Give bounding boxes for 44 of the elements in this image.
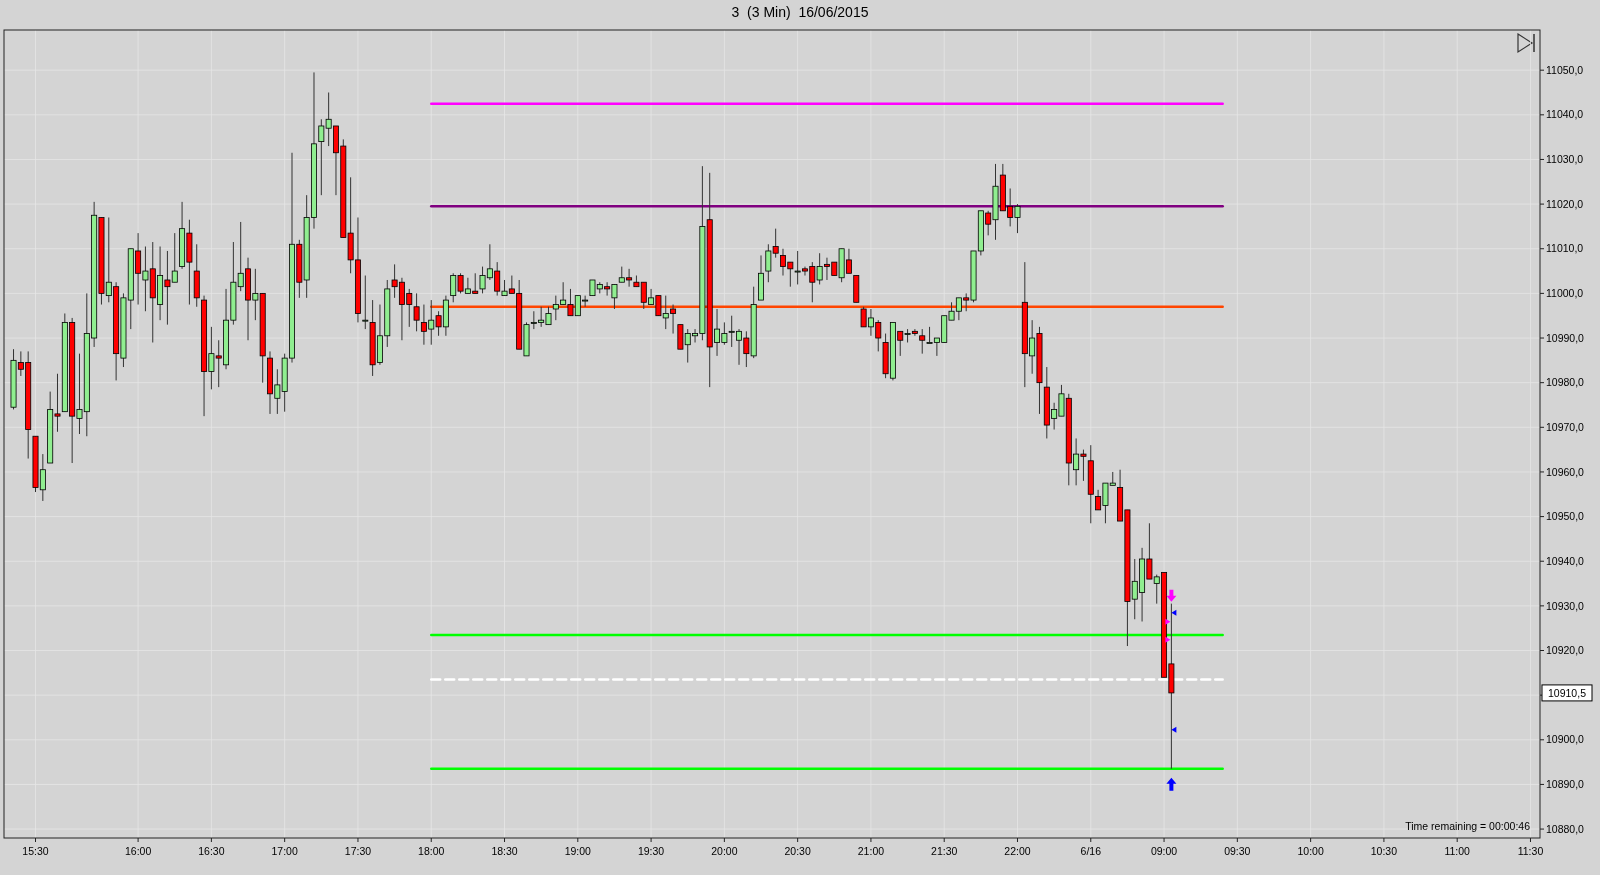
- y-tick-label: 10900,0: [1546, 733, 1585, 746]
- x-tick-label: 11:00: [1444, 845, 1471, 857]
- y-tick-label: 10980,0: [1546, 376, 1585, 389]
- y-tick-label: 10930,0: [1546, 599, 1585, 612]
- x-tick-label: 21:30: [931, 845, 958, 857]
- y-tick-label: 10970,0: [1546, 420, 1585, 433]
- candlestick: [919, 328, 926, 355]
- y-tick-label: 10960,0: [1546, 465, 1585, 478]
- x-tick-label: 19:00: [564, 845, 592, 857]
- text: 10910,5: [1548, 686, 1587, 699]
- y-tick-label: 10880,0: [1546, 822, 1585, 835]
- y-tick-label: 10950,0: [1546, 510, 1585, 523]
- x-tick-label: 18:30: [491, 845, 518, 857]
- x-tick-label: 20:00: [711, 845, 738, 857]
- y-tick-label: 10990,0: [1546, 331, 1585, 344]
- y-tick-label: 11020,0: [1546, 197, 1584, 210]
- y-tick-label: 11000,0: [1546, 287, 1584, 300]
- chart-title: 3 (3 Min) 16/06/2015: [731, 4, 869, 20]
- x-tick-label: 22:00: [1004, 845, 1031, 857]
- y-tick-label: 11050,0: [1546, 63, 1584, 76]
- x-tick-label: 15:30: [22, 845, 49, 857]
- x-tick-label: 19:30: [637, 845, 665, 857]
- x-tick-label: 09:00: [1150, 845, 1178, 857]
- y-tick-label: 11040,0: [1546, 108, 1584, 121]
- x-tick-label: 16:30: [198, 845, 225, 857]
- y-tick-label: 11030,0: [1546, 153, 1584, 166]
- x-tick-label: 17:00: [271, 845, 298, 857]
- x-tick-label: 6/16: [1080, 845, 1102, 857]
- y-tick-label: 11010,0: [1546, 242, 1584, 255]
- x-tick-label: 10:30: [1370, 845, 1398, 857]
- x-tick-label: 16:00: [124, 845, 152, 857]
- x-tick-label: 10:00: [1297, 845, 1324, 857]
- y-tick-label: 10920,0: [1546, 644, 1585, 657]
- x-tick-label: 20:30: [784, 845, 811, 857]
- candlestick: [362, 275, 369, 330]
- x-tick-label: 21:00: [857, 845, 885, 857]
- y-tick-label: 10940,0: [1546, 554, 1585, 567]
- candlestick: [413, 292, 420, 332]
- y-tick-label: 10890,0: [1546, 778, 1585, 791]
- annotation: Time remaining = 00:00:46: [1405, 820, 1531, 832]
- x-tick-label: 11:30: [1517, 845, 1544, 857]
- x-tick-label: 09:30: [1224, 845, 1251, 857]
- x-tick-label: 18:00: [418, 845, 445, 857]
- x-tick-label: 17:30: [344, 845, 372, 857]
